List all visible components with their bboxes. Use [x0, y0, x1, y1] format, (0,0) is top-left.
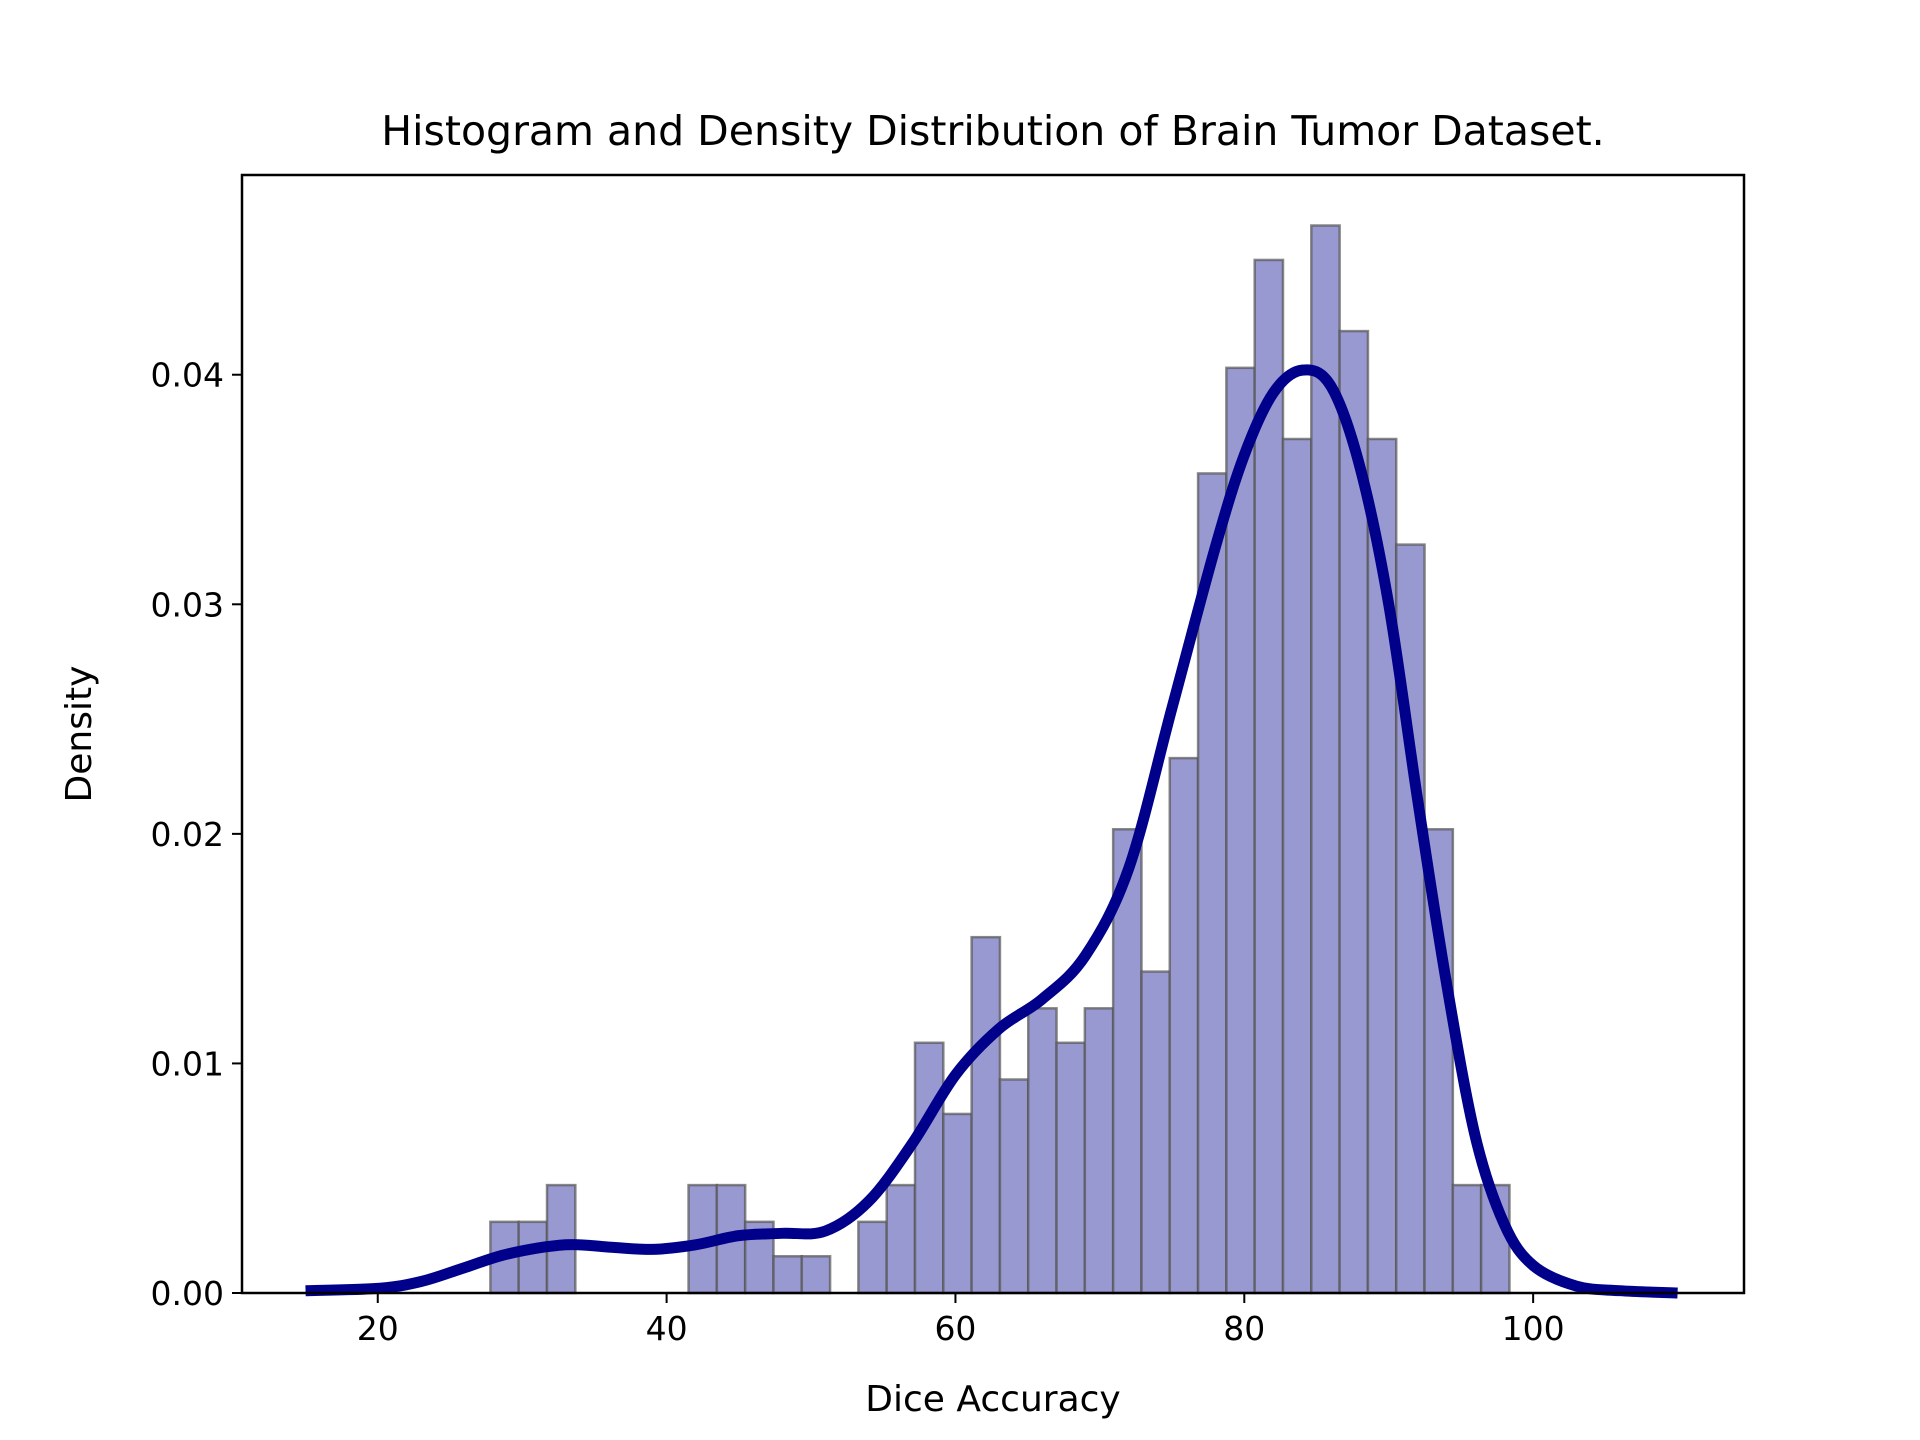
histogram-bar	[1140, 970, 1172, 1295]
x-tick-label: 100	[1502, 1309, 1565, 1348]
x-tick-label: 20	[357, 1309, 399, 1348]
histogram-bar	[800, 1255, 832, 1295]
x-tick-label: 80	[1223, 1309, 1265, 1348]
histogram-bar	[1083, 1007, 1115, 1295]
plot-area-frame	[240, 173, 1746, 1295]
histogram-bar	[1168, 756, 1200, 1295]
y-tick-label: 0.03	[151, 585, 224, 624]
histogram-bar	[1055, 1041, 1087, 1295]
histogram-bar	[857, 1220, 888, 1295]
y-axis-label: Density	[59, 666, 100, 803]
histogram-bar	[913, 1041, 945, 1295]
histogram-bar	[772, 1255, 804, 1295]
density-curve-layer	[305, 364, 1678, 1299]
histogram-bar	[970, 935, 1002, 1295]
y-tick-label: 0.04	[151, 356, 224, 395]
x-tick-label: 40	[646, 1309, 688, 1348]
histogram-bar	[998, 1078, 1030, 1295]
histogram-bar	[1026, 1007, 1058, 1295]
x-axis-ticks: 20 40 60 80 100	[357, 1293, 1565, 1348]
histogram-bar	[545, 1183, 577, 1295]
histogram-bar	[1451, 1183, 1483, 1295]
histogram-bar	[1253, 258, 1285, 1295]
density-curve	[305, 364, 1678, 1299]
y-tick-label: 0.02	[151, 815, 224, 854]
histogram-bar	[885, 1183, 917, 1295]
histogram-bar	[942, 1112, 973, 1295]
histogram-bar	[1281, 437, 1313, 1295]
y-tick-label: 0.01	[151, 1044, 224, 1083]
chart-title: Histogram and Density Distribution of Br…	[381, 107, 1604, 155]
histogram-bar	[517, 1220, 549, 1295]
x-tick-label: 60	[934, 1309, 976, 1348]
y-tick-label: 0.00	[151, 1274, 224, 1313]
x-axis-label: Dice Accuracy	[865, 1379, 1120, 1420]
y-axis-ticks: 0.00 0.01 0.02 0.03 0.04	[151, 356, 242, 1313]
